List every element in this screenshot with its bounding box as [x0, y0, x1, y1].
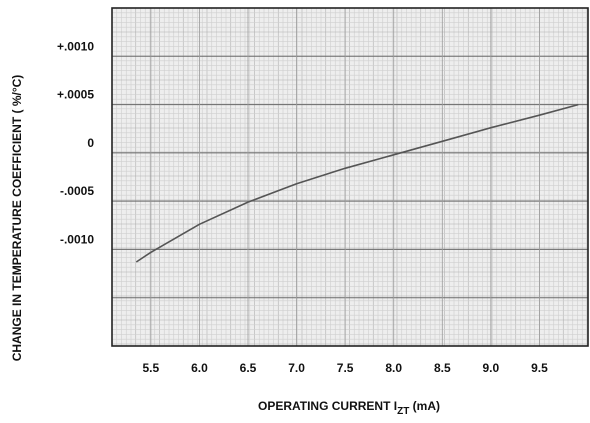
x-axis-label: OPERATING CURRENT IZT (mA)	[258, 399, 440, 417]
series-layer	[135, 103, 579, 263]
y-axis-label: CHANGE IN TEMPERATURE COEFFICIENT ( %/°C…	[10, 75, 24, 362]
y-tick-label: 0	[87, 136, 94, 150]
series-line-0	[135, 103, 579, 263]
x-tick-label: 9.5	[531, 361, 548, 375]
y-tick-label: +.0005	[57, 88, 94, 102]
major-grid	[112, 8, 588, 346]
x-tick-label: 7.5	[337, 361, 354, 375]
x-tick-label: 7.0	[288, 361, 305, 375]
x-tick-label: 5.5	[143, 361, 160, 375]
x-axis-label-subscript: ZT	[397, 406, 409, 417]
x-tick-labels: 5.5 6.0 6.5 7.0 7.5 8.0 8.5 9.0 9.5	[143, 361, 549, 375]
y-tick-label: -.0010	[60, 232, 94, 246]
plot-frame	[111, 7, 589, 347]
x-tick-label: 6.0	[191, 361, 208, 375]
x-tick-label: 8.5	[434, 361, 451, 375]
x-axis-label-main: OPERATING CURRENT I	[258, 399, 397, 413]
plot-background	[112, 8, 588, 346]
y-tick-labels: +.0010 +.0005 0 -.0005 -.0010	[57, 39, 94, 246]
x-tick-label: 9.0	[483, 361, 500, 375]
y-tick-label: +.0010	[57, 39, 94, 53]
x-tick-label: 8.0	[385, 361, 402, 375]
y-tick-label: -.0005	[60, 184, 94, 198]
x-axis-label-unit: (mA)	[409, 399, 440, 413]
minor-grid	[111, 7, 588, 346]
x-tick-label: 6.5	[240, 361, 257, 375]
